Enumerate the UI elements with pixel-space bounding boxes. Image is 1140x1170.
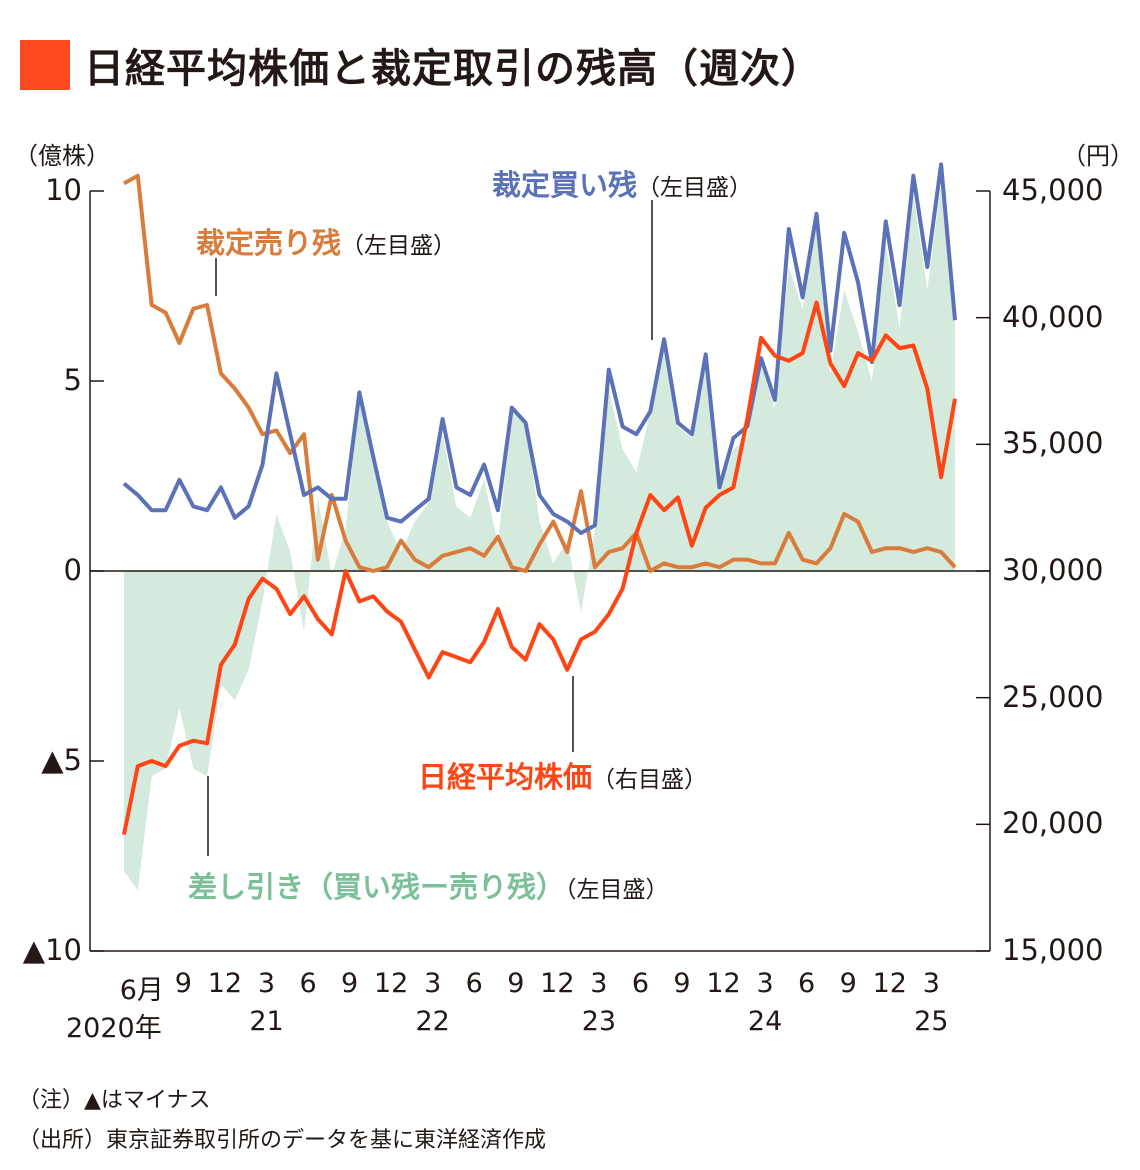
diff-area [124,183,955,891]
left-axis-unit: （億株） [14,142,110,170]
x-tick-year: 25 [914,1006,949,1037]
x-tick-month: 12 [373,968,409,999]
sell-label-text: 裁定売り残 [196,226,342,260]
buy-series-label: 裁定買い残（左目盛） [492,162,752,204]
note-source: （出所）東京証券取引所のデータを基に東洋経済作成 [18,1128,547,1153]
sell-series-label: 裁定売り残（左目盛） [196,220,456,262]
left-tick-label: 10 [45,173,82,207]
x-tick-year: 2020年 [65,1013,162,1044]
nikkei-series-label: 日経平均株価（右目盛） [418,754,707,796]
x-tick-month: 6 [798,968,816,999]
x-tick-year: 23 [581,1006,617,1037]
right-axis-unit: （円） [1062,142,1134,170]
x-tick-month: 9 [507,968,525,999]
left-tick-label: ▲10 [22,933,82,967]
x-tick-month: 6 [465,968,483,999]
x-tick-month: 9 [673,968,691,999]
x-tick-month: 3 [424,968,442,999]
x-tick-month: 3 [590,968,608,999]
x-tick-year: 21 [249,1006,284,1037]
note-minus: （注）▲はマイナス [18,1088,211,1113]
right-tick-label: 40,000 [1002,299,1104,334]
left-tick-label: 0 [63,553,82,587]
right-tick-label: 45,000 [1002,173,1104,207]
diff-series-label: 差し引き（買い残ー売り残）（左目盛） [188,864,669,906]
chart-title: 日経平均株価と裁定取引の残高（週次） [84,46,822,92]
right-tick-label: 30,000 [1002,553,1104,587]
x-tick-month: 6 [299,968,317,999]
x-tick-month: 3 [922,968,940,999]
x-tick-year: 24 [747,1006,783,1037]
x-tick-month: 6月 [119,975,164,1006]
right-tick-label: 25,000 [1002,679,1104,714]
x-tick-month: 3 [756,968,774,999]
x-tick-month: 12 [706,968,741,999]
diff-axis-note: （左目盛） [565,877,669,903]
x-tick-month: 9 [341,968,359,999]
buy-axis-note: （左目盛） [637,175,753,201]
x-tick-month: 9 [174,968,192,999]
right-tick-label: 35,000 [1002,426,1104,461]
x-tick-month: 12 [540,968,575,999]
x-tick-month: 6 [631,968,650,999]
right-tick-label: 15,000 [1002,933,1104,967]
x-tick-year: 22 [415,1006,450,1037]
sell-axis-note: （左目盛） [341,233,457,259]
x-tick-month: 3 [257,968,276,999]
x-tick-month: 9 [839,968,857,999]
left-tick-label: 5 [63,363,82,397]
title-marker [20,40,70,90]
x-tick-month: 12 [207,968,243,999]
left-tick-label: ▲5 [41,743,82,777]
buy-label-text: 裁定買い残 [492,168,638,202]
nikkei-label-text: 日経平均株価 [418,760,593,794]
nikkei-axis-note: （右目盛） [592,767,708,793]
diff-label-text: 差し引き（買い残ー売り残） [188,870,566,904]
x-tick-month: 12 [872,968,907,999]
right-tick-label: 20,000 [1002,806,1104,841]
